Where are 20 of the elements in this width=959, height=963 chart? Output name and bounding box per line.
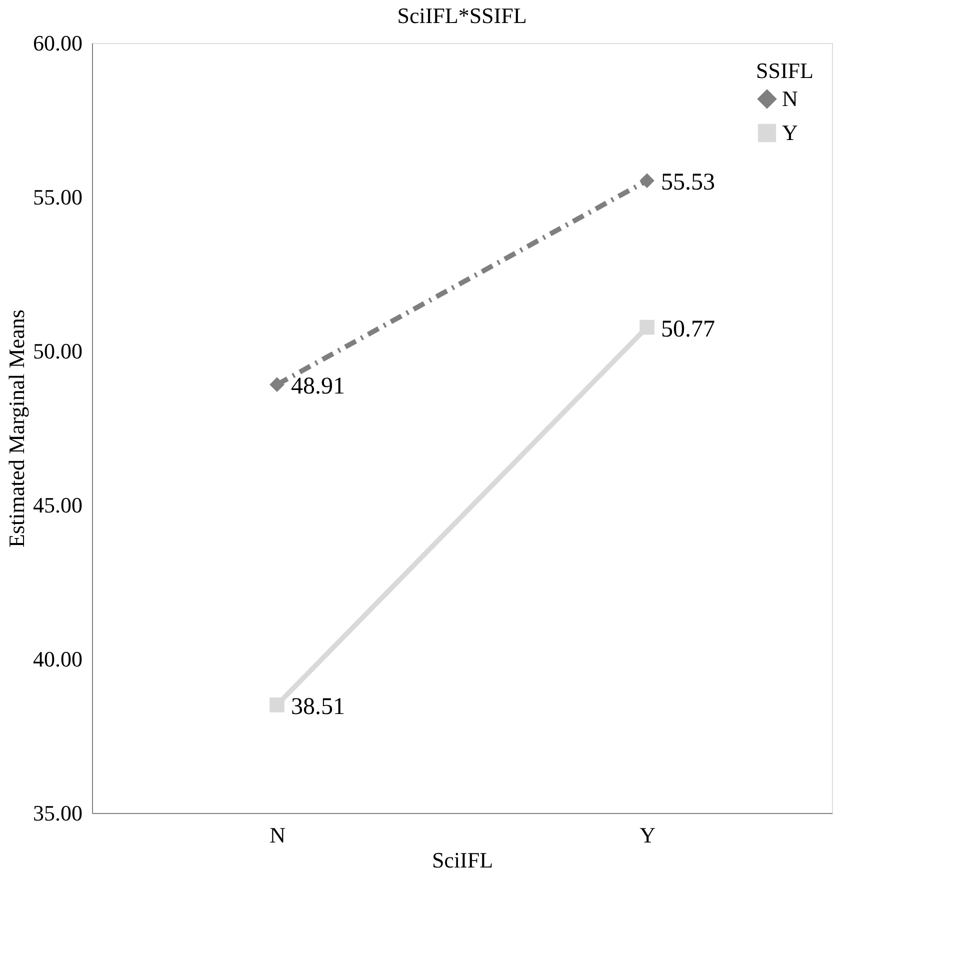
x-axis-title: SciIFL	[432, 848, 494, 872]
legend-title: SSIFL	[756, 58, 814, 83]
y-tick-label: 40.00	[33, 646, 82, 672]
point	[270, 697, 284, 712]
data-label: 48.91	[291, 374, 345, 400]
data-label: 50.77	[661, 316, 715, 342]
y-tick-label: 35.00	[33, 800, 82, 826]
legend-label: Y	[782, 120, 798, 145]
y-axis-title: Estimated Marginal Means	[4, 310, 29, 548]
chart-title: SciIFL*SSIFL	[397, 3, 527, 28]
point	[640, 320, 654, 335]
y-tick-label: 60.00	[33, 30, 82, 56]
y-tick-label: 55.00	[33, 184, 82, 210]
point	[640, 173, 654, 188]
legend-label: N	[782, 86, 798, 111]
data-label: 55.53	[661, 170, 715, 196]
data-label: 38.51	[291, 694, 345, 720]
point	[270, 377, 284, 392]
y-tick-label: 45.00	[33, 492, 82, 518]
y-tick-label: 50.00	[33, 338, 82, 364]
